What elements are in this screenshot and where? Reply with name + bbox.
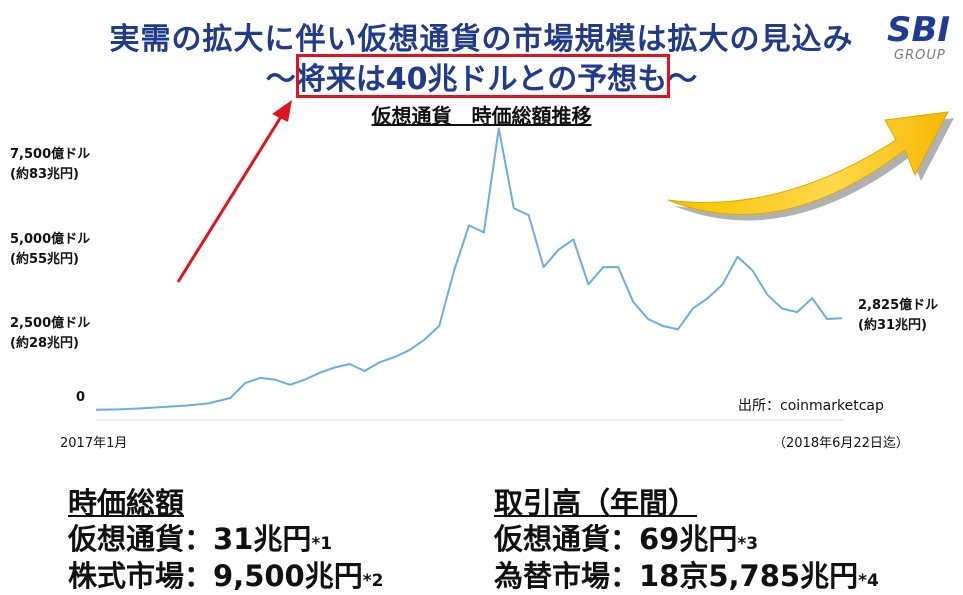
stat-right-heading: 取引高（年間）	[494, 486, 698, 520]
red-arrow-icon	[176, 100, 292, 283]
x-start-label: 2017年1月	[60, 436, 128, 451]
title-line-2: ～将来は40兆ドルとの予想も～	[265, 62, 698, 97]
y-tick-label-7500: 7,500億ドル (約83兆円)	[10, 147, 91, 182]
y-tick-label-2500: 2,500億ドル (約28兆円)	[10, 316, 91, 351]
stat-right-row-2: 為替市場：18京5,785兆円*4	[494, 559, 879, 593]
sbi-logo: SBI	[887, 10, 951, 50]
stat-left-row-1: 仮想通貨：31兆円*1	[68, 522, 333, 556]
highlight-box	[296, 54, 670, 98]
stat-left-heading: 時価総額	[68, 486, 185, 520]
title-line-1: 実需の拡大に伴い仮想通貨の市場規模は拡大の見込み	[109, 22, 854, 57]
yellow-growth-arrow-icon	[667, 111, 954, 221]
y-tick-label-0: 0	[76, 390, 86, 405]
chart-source: 出所：coinmarketcap	[738, 398, 884, 414]
x-end-label: （2018年6月22日迄）	[773, 436, 909, 451]
y-tick-label-5000: 5,000億ドル (約55兆円)	[10, 232, 91, 267]
stat-right-row-1: 仮想通貨：69兆円*3	[494, 522, 759, 556]
series-line-0	[95, 127, 843, 411]
stat-left-row-2: 株式市場：9,500兆円*2	[68, 559, 384, 593]
sbi-logo-group: GROUP	[894, 48, 946, 63]
chart-title: 仮想通貨 時価総額推移	[371, 104, 592, 128]
end-value-label: 2,825億ドル (約31兆円)	[858, 298, 939, 333]
